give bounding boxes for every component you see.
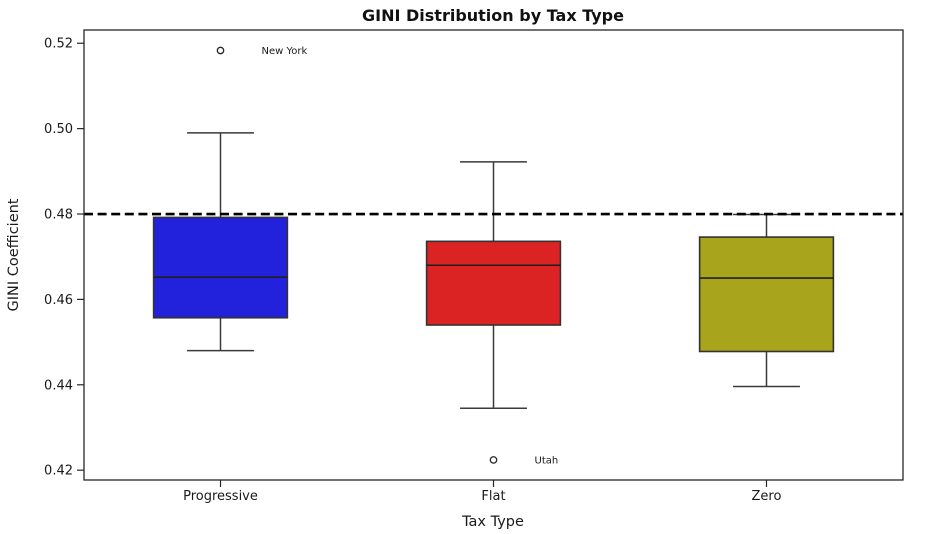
x-tick-label-progressive: Progressive (183, 489, 258, 504)
outlier-label-new-york: New York (262, 46, 308, 57)
y-tick-label: 0.46 (44, 293, 73, 308)
outlier-label-utah: Utah (535, 455, 559, 466)
plot-frame (83, 29, 904, 481)
x-tick-label-flat: Flat (481, 489, 505, 504)
outlier-marker-new-york (216, 46, 225, 55)
box-zero (698, 236, 835, 353)
outlier-marker-utah (489, 456, 498, 464)
chart-title: GINI Distribution by Tax Type (362, 6, 624, 25)
y-tick-label: 0.42 (44, 464, 73, 479)
y-tick-label: 0.52 (44, 37, 73, 52)
y-tick-label: 0.44 (44, 378, 73, 393)
y-axis-label: GINI Coefficient (6, 198, 22, 311)
box-flat (425, 240, 562, 326)
y-tick-label: 0.48 (44, 208, 73, 223)
box-progressive (152, 216, 289, 319)
x-axis-label: Tax Type (461, 514, 524, 530)
x-tick-label-zero: Zero (752, 489, 782, 504)
y-tick-label: 0.50 (44, 122, 73, 137)
